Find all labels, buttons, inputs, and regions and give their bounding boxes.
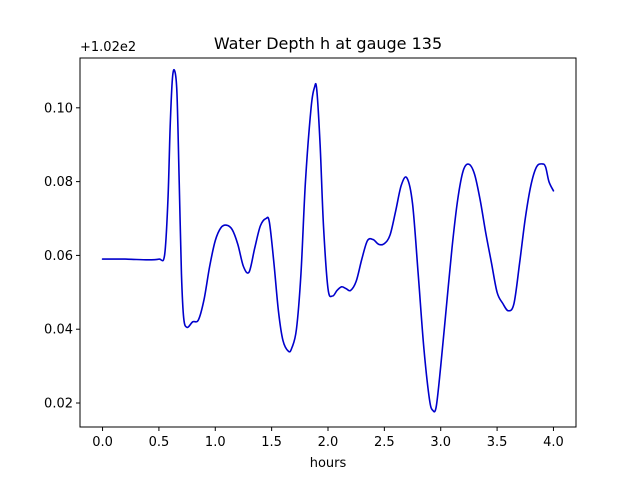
chart-title: Water Depth h at gauge 135 xyxy=(214,34,442,53)
y-axis-offset-label: +1.02e2 xyxy=(80,40,136,55)
x-tick-label: 1.0 xyxy=(205,435,226,450)
x-axis: 0.0 0.5 1.0 1.5 2.0 2.5 3.0 3.5 4.0 xyxy=(92,427,564,450)
x-tick-label: 1.5 xyxy=(261,435,282,450)
y-tick-label: 0.10 xyxy=(44,101,73,116)
x-tick-label: 4.0 xyxy=(543,435,564,450)
y-tick-label: 0.02 xyxy=(44,397,73,412)
plot-area xyxy=(101,68,555,413)
y-tick-label: 0.06 xyxy=(44,249,73,264)
series-line-0 xyxy=(101,68,555,413)
x-axis-label: hours xyxy=(310,456,347,471)
y-tick-label: 0.08 xyxy=(44,175,73,190)
y-axis: 0.02 0.04 0.06 0.08 0.10 xyxy=(44,101,80,412)
x-tick-label: 3.0 xyxy=(430,435,451,450)
y-tick-label: 0.04 xyxy=(44,323,73,338)
x-tick-label: 0.0 xyxy=(92,435,113,450)
x-tick-label: 3.5 xyxy=(487,435,508,450)
x-tick-label: 2.0 xyxy=(318,435,339,450)
x-tick-label: 0.5 xyxy=(149,435,170,450)
x-tick-label: 2.5 xyxy=(374,435,395,450)
